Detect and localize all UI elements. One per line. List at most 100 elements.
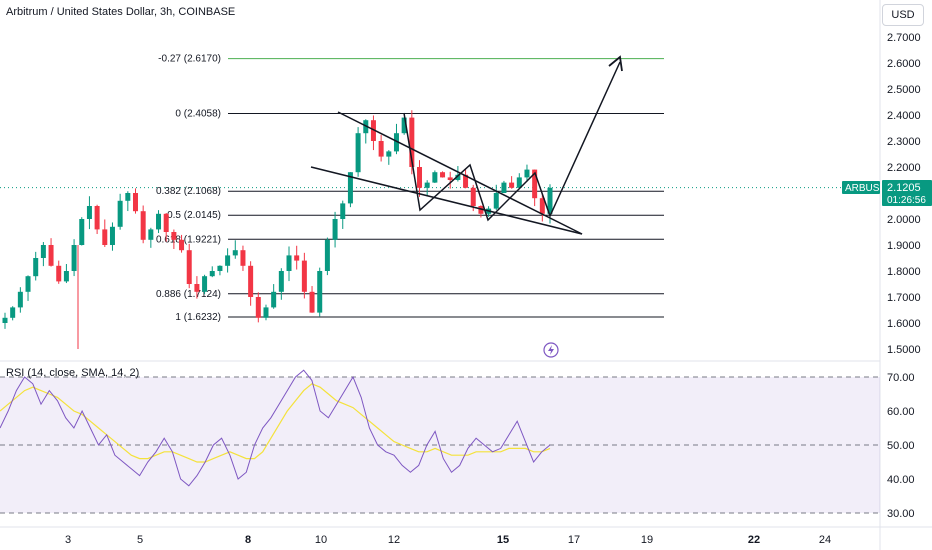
candle-body [501,182,507,193]
candle-body [440,172,446,178]
candle-body [240,250,246,266]
candle-body [455,174,461,180]
currency-button[interactable]: USD [882,4,924,26]
fib-level-label: -0.27 (2.6170) [158,54,221,65]
candle-body [478,206,484,214]
target-arrowhead[interactable] [608,55,623,72]
candle-body [432,172,438,183]
candle-body [301,260,307,292]
fib-level-label: 0 (2.4058) [175,108,221,119]
pattern-drawings[interactable] [310,55,623,235]
price-tick-label: 2.5000 [887,84,921,96]
price-tick-label: 1.9000 [887,240,921,252]
candle-body [156,213,162,230]
time-tick-label: 15 [497,534,509,546]
candle-body [248,265,254,297]
lightning-icon[interactable] [543,342,559,358]
candle-body [532,169,538,199]
candle-body [25,276,31,292]
candle-body [424,182,430,188]
time-tick-label: 5 [137,534,143,546]
candle-body [370,120,376,141]
price-tick-label: 2.6000 [887,58,921,70]
candle-body [194,284,200,292]
candle-body [309,291,315,313]
candle-body [516,177,522,188]
candle-body [79,219,85,245]
rsi-tick-label: 30.00 [887,508,915,520]
time-tick-label: 10 [315,534,327,546]
fib-level-label: 0.5 (2.0145) [167,210,221,221]
candle-body [324,239,330,271]
candle-body [179,239,185,251]
candle-body [2,317,8,323]
rsi-tick-label: 50.00 [887,440,915,452]
candle-body [417,167,423,188]
wedge-lower-trendline[interactable] [310,166,583,235]
candle-body [470,187,476,206]
wave-path[interactable] [403,61,621,222]
candle-body [393,133,399,152]
rsi-band-lines [0,376,880,514]
rsi-sma-line [0,383,551,463]
candle-body [186,250,192,284]
candle-body [263,307,269,318]
price-tick-label: 1.7000 [887,292,921,304]
price-tick-label: 2.4000 [887,110,921,122]
fib-level-label: 0.886 (1.7124) [156,289,221,300]
candle-body [332,219,338,240]
time-tick-label: 22 [748,534,760,546]
candle-body [171,232,177,240]
candle-body [286,255,292,271]
candle-body [56,265,62,282]
candle-body [40,245,46,258]
price-tick-label: 2.7000 [887,32,921,44]
candle-body [33,258,39,277]
time-tick-label: 3 [65,534,71,546]
current-price-text: 2.1205 [887,182,921,194]
candle-body [509,182,515,188]
candle-body [217,265,223,271]
rsi-tick-label: 70.00 [887,372,915,384]
candle-body [202,276,208,292]
rsi-tick-label: 40.00 [887,474,915,486]
candle-body [86,206,92,219]
price-tick-label: 1.6000 [887,318,921,330]
candle-body [447,177,453,180]
candle-body [355,133,361,173]
fibonacci-retracement[interactable]: -0.27 (2.6170) 0 (2.4058) 0.382 (2.1068) 0.… [156,54,664,323]
time-tick-label: 17 [568,534,580,546]
candle-body [347,172,353,204]
candle-body [117,200,123,227]
rsi-line [0,369,551,487]
chart-title: Arbitrum / United States Dollar, 3h, COI… [6,6,236,18]
time-tick-label: 8 [245,534,251,546]
candle-body [255,297,261,318]
countdown-text: 01:26:56 [887,195,926,206]
candle-body [140,211,146,240]
candle-body [317,271,323,313]
rsi-indicator-label[interactable]: RSI (14, close, SMA, 14, 2) [6,367,140,379]
candle-body [409,117,415,167]
candlestick-series [2,110,553,349]
candle-body [340,203,346,219]
candle-body [10,307,16,318]
candle-body [48,245,54,266]
current-price-badge: 2.1205 01:26:56 [882,180,932,206]
candle-body [63,271,69,282]
candle-body [401,117,407,134]
candle-body [232,250,238,256]
candle-body [125,193,131,201]
candle-body [539,198,545,214]
price-tick-label: 2.3000 [887,136,921,148]
candle-body [17,291,23,308]
candle-body [163,213,169,232]
rsi-scale[interactable]: 70.00 60.00 50.00 40.00 30.00 [887,372,915,520]
candle-body [547,187,553,214]
candle-body [524,169,530,178]
candle-body [225,255,231,266]
time-tick-label: 24 [819,534,831,546]
candle-body [386,151,392,157]
time-axis[interactable]: 3 5 8 10 12 15 17 19 22 24 [65,534,831,546]
